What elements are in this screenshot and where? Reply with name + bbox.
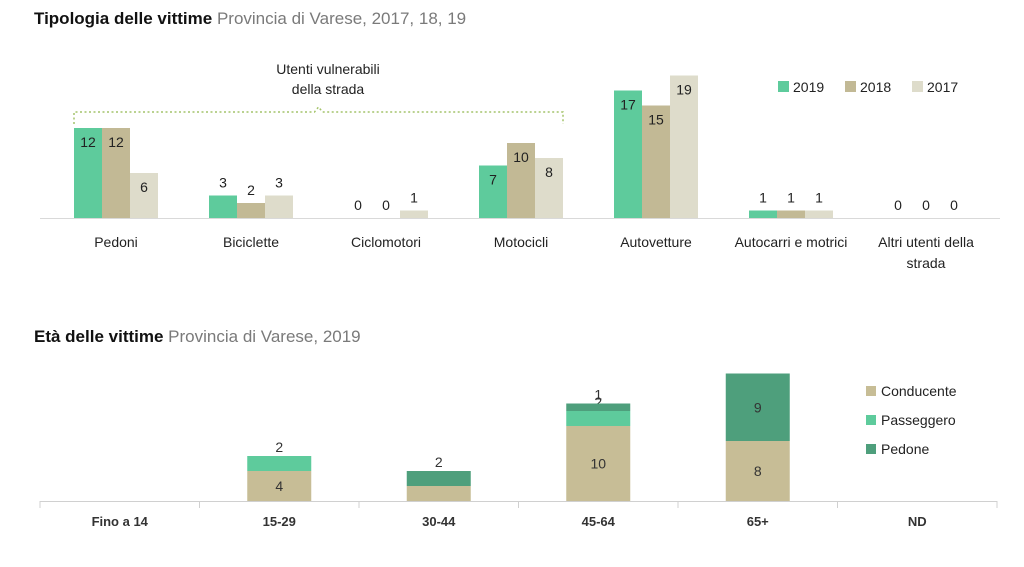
stack-label-30-44-pedone: 2 — [435, 454, 443, 470]
bar-pedoni-2019 — [74, 128, 102, 218]
bar-motocicli-2019 — [479, 165, 507, 218]
bar-autocarri-e-motrici-2018 — [777, 210, 805, 218]
stack-65--conducente — [725, 441, 790, 501]
legend-label-2017: 2017 — [927, 79, 958, 95]
legend-swatch-2018 — [845, 81, 856, 92]
category-label-autovetture: Autovetture — [620, 234, 692, 250]
bar-pedoni-2018 — [102, 128, 130, 218]
stack-30-44-conducente — [406, 486, 471, 501]
bar-autovetture-2017 — [670, 75, 698, 218]
bar-biciclette-2019 — [209, 195, 237, 218]
legend-label-conducente: Conducente — [881, 383, 957, 399]
chart2-title: Età delle vittime Provincia di Varese, 2… — [34, 327, 361, 347]
bar-autovetture-2019 — [614, 90, 642, 218]
category-label-pedoni: Pedoni — [94, 234, 138, 250]
stack-label-45-64-passeggero: 2 — [594, 394, 602, 410]
legend-swatch-2019 — [778, 81, 789, 92]
annotation-bracket — [73, 105, 564, 124]
age-category-label-nd: ND — [908, 514, 927, 529]
stack-65--pedone — [725, 373, 790, 441]
chart1-title-bold: Tipologia delle vittime — [34, 9, 213, 28]
bar-biciclette-2017 — [265, 195, 293, 218]
stack-label-15-29-passeggero: 2 — [275, 439, 283, 455]
bar-pedoni-2017 — [130, 173, 158, 218]
bar-motocicli-2017 — [535, 158, 563, 218]
stack-label-65--conducente: 8 — [754, 463, 762, 479]
category-label-altri-utenti-della-strada: strada — [907, 255, 946, 271]
stack-15-29-conducente — [247, 471, 312, 501]
annotation-label: Utenti vulnerabili — [276, 61, 380, 77]
age-category-label-45-64: 45-64 — [582, 514, 616, 529]
legend-swatch-conducente — [866, 386, 876, 396]
bar-motocicli-2018 — [507, 143, 535, 218]
legend-label-2018: 2018 — [860, 79, 891, 95]
stack-label-45-64-pedone: 1 — [594, 387, 602, 403]
bar-label-autovetture-2017: 19 — [676, 82, 692, 98]
bar-label-altri-utenti-della-strada-2018: 0 — [922, 197, 930, 213]
bar-ciclomotori-2017 — [400, 210, 428, 218]
stack-label-65--pedone: 9 — [754, 399, 762, 415]
age-category-label-15-29: 15-29 — [263, 514, 296, 529]
bar-label-biciclette-2018: 2 — [247, 182, 255, 198]
stack-45-64-conducente — [566, 426, 631, 501]
age-category-label-65-: 65+ — [747, 514, 769, 529]
bar-label-motocicli-2019: 7 — [489, 172, 497, 188]
chart2-title-bold: Età delle vittime — [34, 327, 164, 346]
age-category-label-30-44: 30-44 — [422, 514, 456, 529]
bar-label-autocarri-e-motrici-2017: 1 — [815, 190, 823, 206]
bar-label-autovetture-2019: 17 — [620, 97, 636, 113]
legend-label-2019: 2019 — [793, 79, 824, 95]
bar-label-motocicli-2017: 8 — [545, 164, 553, 180]
chart1-subtitle: Provincia di Varese, 2017, 18, 19 — [216, 9, 467, 28]
chart2-subtitle: Provincia di Varese, 2019 — [168, 327, 361, 346]
legend-label-pedone: Pedone — [881, 441, 929, 457]
bar-label-autovetture-2018: 15 — [648, 112, 664, 128]
bar-label-pedoni-2018: 12 — [108, 134, 124, 150]
bar-label-pedoni-2019: 12 — [80, 134, 96, 150]
legend-label-passeggero: Passeggero — [881, 412, 956, 428]
bar-label-autocarri-e-motrici-2018: 1 — [787, 190, 795, 206]
bar-label-altri-utenti-della-strada-2019: 0 — [894, 197, 902, 213]
bar-label-ciclomotori-2019: 0 — [354, 197, 362, 213]
stack-15-29-passeggero — [247, 456, 312, 471]
bar-label-pedoni-2017: 6 — [140, 179, 148, 195]
bar-autocarri-e-motrici-2019 — [749, 210, 777, 218]
category-label-biciclette: Biciclette — [223, 234, 279, 250]
bar-label-ciclomotori-2018: 0 — [382, 197, 390, 213]
category-label-ciclomotori: Ciclomotori — [351, 234, 421, 250]
stack-label-45-64-conducente: 10 — [590, 456, 606, 472]
annotation-label: della strada — [292, 81, 365, 97]
bar-autocarri-e-motrici-2017 — [805, 210, 833, 218]
legend-swatch-pedone — [866, 444, 876, 454]
bar-label-motocicli-2018: 10 — [513, 149, 529, 165]
chart1-title: Tipologia delle vittime Provincia di Var… — [34, 9, 466, 29]
bar-biciclette-2018 — [237, 203, 265, 218]
bar-label-altri-utenti-della-strada-2017: 0 — [950, 197, 958, 213]
legend-swatch-passeggero — [866, 415, 876, 425]
stack-label-15-29-conducente: 4 — [275, 478, 283, 494]
category-label-autocarri-e-motrici: Autocarri e motrici — [735, 234, 848, 250]
bar-autovetture-2018 — [642, 105, 670, 218]
stack-45-64-passeggero — [566, 411, 631, 426]
bar-label-ciclomotori-2017: 1 — [410, 190, 418, 206]
stack-30-44-pedone — [406, 471, 471, 486]
bar-label-autocarri-e-motrici-2019: 1 — [759, 190, 767, 206]
legend-swatch-2017 — [912, 81, 923, 92]
category-label-motocicli: Motocicli — [494, 234, 548, 250]
bar-label-biciclette-2017: 3 — [275, 175, 283, 191]
age-category-label-fino-a-14: Fino a 14 — [92, 514, 149, 529]
bar-label-biciclette-2019: 3 — [219, 175, 227, 191]
category-label-altri-utenti-della-strada: Altri utenti della — [878, 234, 974, 250]
stack-45-64-pedone — [566, 403, 631, 411]
